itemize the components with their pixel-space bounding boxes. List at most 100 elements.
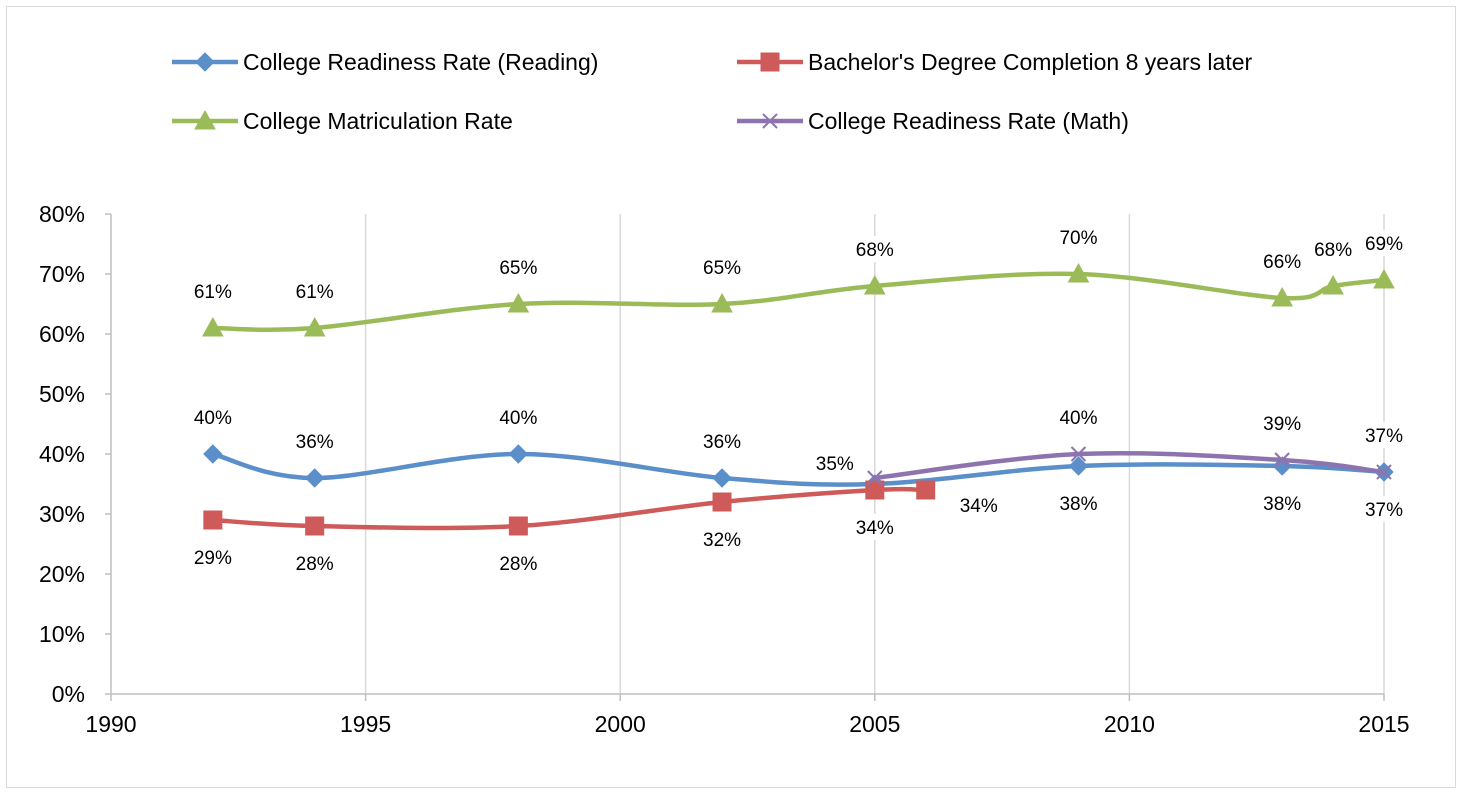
x-tick-label: 1990 bbox=[85, 711, 136, 737]
data-point bbox=[201, 316, 224, 337]
y-tick-label: 30% bbox=[39, 501, 85, 527]
data-point bbox=[711, 292, 733, 313]
legend-label: Bachelor's Degree Completion 8 years lat… bbox=[808, 49, 1253, 75]
marker-stroke bbox=[867, 470, 883, 486]
marker-stroke bbox=[1070, 446, 1087, 462]
data-point bbox=[203, 444, 223, 464]
legend-marker bbox=[762, 113, 778, 129]
data-point bbox=[1322, 274, 1344, 295]
data-label-bg bbox=[489, 550, 548, 576]
data-point bbox=[1068, 456, 1089, 476]
data-label-bg bbox=[489, 404, 548, 430]
y-tick-label: 10% bbox=[39, 621, 85, 647]
legend-item: Bachelor's Degree Completion 8 years lat… bbox=[737, 49, 1253, 75]
data-point bbox=[305, 516, 325, 536]
data-label: 32% bbox=[703, 530, 741, 551]
y-tick-label: 80% bbox=[39, 201, 85, 227]
data-label-bg bbox=[285, 428, 344, 454]
data-point bbox=[203, 510, 223, 530]
marker-stroke bbox=[762, 113, 778, 129]
data-point bbox=[507, 292, 530, 313]
data-label: 34% bbox=[856, 518, 894, 539]
data-label: 36% bbox=[703, 432, 741, 453]
data-label-bg bbox=[285, 278, 344, 304]
data-point bbox=[863, 274, 886, 295]
data-point bbox=[304, 468, 325, 488]
data-label-bg bbox=[1253, 410, 1312, 436]
x-tick-label: 2000 bbox=[595, 711, 646, 737]
legend-label: College Readiness Rate (Reading) bbox=[243, 49, 598, 75]
data-labels: 40% 36% 40% 36% 35% 38% 38% 37% 29% 28% 28% 32% 34% 3… bbox=[183, 224, 1413, 576]
data-label-bg bbox=[1253, 248, 1312, 274]
data-label-bg bbox=[1049, 490, 1108, 516]
data-label-bg bbox=[183, 404, 242, 430]
data-label-bg bbox=[1049, 224, 1108, 250]
data-label: 69% bbox=[1365, 234, 1403, 255]
y-tick-label: 50% bbox=[39, 381, 85, 407]
marker-stroke bbox=[1376, 464, 1392, 480]
data-label: 39% bbox=[1263, 414, 1301, 435]
x-tick-label: 1995 bbox=[340, 711, 391, 737]
y-tick-label: 60% bbox=[39, 321, 85, 347]
data-label-bg bbox=[1049, 404, 1108, 430]
data-point bbox=[1274, 452, 1290, 468]
data-label: 34% bbox=[960, 496, 998, 517]
data-label: 36% bbox=[296, 432, 334, 453]
data-label: 65% bbox=[703, 258, 741, 279]
data-label: 37% bbox=[1365, 500, 1403, 521]
data-label: 65% bbox=[499, 258, 537, 279]
data-label-bg bbox=[183, 544, 242, 570]
legend-marker bbox=[195, 52, 215, 72]
legend-item: College Readiness Rate (Math) bbox=[737, 108, 1129, 134]
data-label-bg bbox=[1355, 230, 1413, 256]
data-label-bg bbox=[1253, 490, 1312, 516]
legend-item: College Readiness Rate (Reading) bbox=[172, 49, 598, 75]
chart-frame: 0% 10% 20% 30% 40% 50% 60% 70% 80% 1990 1995 2000 20… bbox=[6, 6, 1456, 788]
y-tick-label: 0% bbox=[52, 681, 85, 707]
data-label: 28% bbox=[296, 554, 334, 575]
y-tick-label: 70% bbox=[39, 261, 85, 287]
series-lines bbox=[201, 262, 1395, 536]
y-tick-label: 40% bbox=[39, 441, 85, 467]
data-label: 61% bbox=[194, 282, 232, 303]
legend: College Readiness Rate (Reading) Bachelor… bbox=[172, 49, 1253, 134]
data-point bbox=[1376, 464, 1392, 480]
data-label-bg bbox=[845, 236, 904, 262]
data-label: 40% bbox=[1059, 408, 1097, 429]
data-label-bg bbox=[489, 254, 548, 280]
legend-marker bbox=[194, 109, 216, 130]
data-point bbox=[508, 444, 529, 464]
data-label-bg bbox=[183, 278, 242, 304]
data-label: 66% bbox=[1263, 252, 1301, 273]
data-point bbox=[1067, 262, 1090, 283]
x-tick-label: 2005 bbox=[849, 711, 900, 737]
data-point bbox=[712, 468, 732, 488]
data-label-bg bbox=[1355, 496, 1413, 522]
axes: 0% 10% 20% 30% 40% 50% 60% 70% 80% 1990 1995 2000 20… bbox=[39, 201, 1410, 737]
data-point bbox=[712, 492, 732, 512]
data-label-bg bbox=[949, 492, 1008, 518]
data-label: 40% bbox=[194, 408, 232, 429]
data-point bbox=[865, 480, 885, 500]
series-line bbox=[210, 271, 1387, 333]
legend-marker bbox=[760, 52, 780, 72]
data-label: 29% bbox=[194, 548, 232, 569]
data-label-bg bbox=[1304, 236, 1363, 262]
data-label-bg bbox=[805, 450, 864, 476]
y-tick-label: 20% bbox=[39, 561, 85, 587]
data-label: 38% bbox=[1059, 494, 1097, 515]
data-point bbox=[1373, 268, 1395, 289]
data-label-bg bbox=[1355, 422, 1413, 448]
data-point bbox=[303, 316, 326, 337]
data-point bbox=[1271, 286, 1294, 307]
data-label: 35% bbox=[816, 454, 854, 475]
data-label-bg bbox=[693, 526, 752, 552]
data-label: 70% bbox=[1059, 228, 1097, 249]
data-point bbox=[867, 470, 883, 486]
marker-stroke bbox=[1274, 452, 1290, 468]
legend-item: College Matriculation Rate bbox=[172, 108, 513, 134]
x-tick-label: 2015 bbox=[1358, 711, 1409, 737]
data-point bbox=[508, 516, 528, 536]
data-label: 61% bbox=[296, 282, 334, 303]
data-label: 68% bbox=[1314, 240, 1352, 261]
